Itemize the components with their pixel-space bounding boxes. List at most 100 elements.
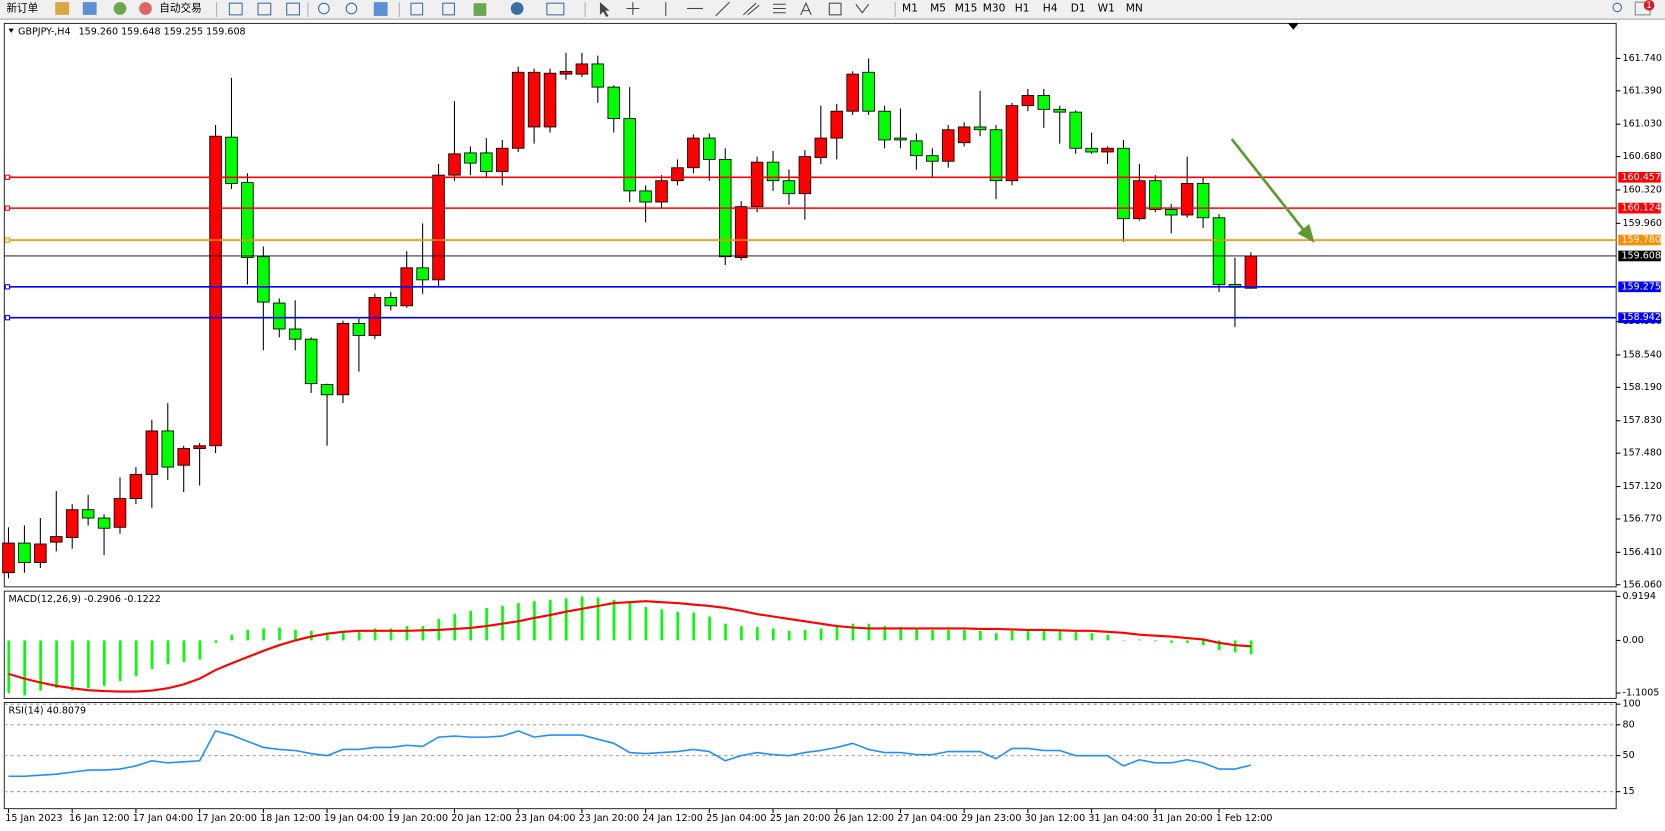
histogram-bar bbox=[1233, 640, 1237, 653]
histogram-bar bbox=[692, 612, 695, 641]
histogram-bar bbox=[708, 616, 711, 641]
histogram-bar bbox=[1106, 634, 1110, 641]
histogram-bar bbox=[1074, 631, 1078, 641]
histogram-bar bbox=[198, 640, 202, 660]
y-tick-label: 15 bbox=[1623, 786, 1635, 797]
histogram-bar bbox=[1138, 639, 1141, 641]
level-handle bbox=[4, 315, 11, 321]
candle-body bbox=[1053, 108, 1067, 113]
auto-trading-button[interactable]: 自动交易 bbox=[159, 1, 201, 14]
icon[interactable] bbox=[286, 2, 300, 16]
arrows-tool[interactable] bbox=[855, 3, 870, 14]
x-tick-label: 24 Jan 12:00 bbox=[642, 813, 702, 824]
histogram-bar bbox=[294, 629, 297, 641]
timeframe-button[interactable]: H1 bbox=[1015, 1, 1030, 14]
y-tick-label: 158.540 bbox=[1623, 349, 1662, 360]
histogram-bar bbox=[548, 599, 552, 641]
timeframe-button[interactable]: M5 bbox=[930, 1, 946, 14]
candle-body bbox=[34, 543, 47, 563]
candle-body bbox=[448, 153, 461, 176]
level-handle bbox=[4, 237, 11, 243]
histogram-bar bbox=[103, 640, 106, 686]
candle-body bbox=[1021, 95, 1035, 107]
candle-body bbox=[1164, 209, 1178, 216]
histogram-bar bbox=[373, 628, 377, 641]
candle-body bbox=[750, 161, 764, 208]
cursor-tool[interactable] bbox=[599, 2, 610, 17]
candle-body bbox=[511, 71, 525, 149]
x-tick-label: 31 Jan 20:00 bbox=[1152, 813, 1212, 824]
x-tick-label: 31 Jan 04:00 bbox=[1088, 813, 1148, 824]
y-tick-label: 159.960 bbox=[1623, 218, 1662, 229]
histogram-bar bbox=[612, 599, 616, 641]
level-tag bbox=[1618, 234, 1661, 246]
level-handle bbox=[4, 284, 11, 290]
label-tool[interactable] bbox=[828, 2, 842, 16]
timeframe-button[interactable]: MN bbox=[1126, 1, 1143, 14]
level-tag bbox=[1618, 312, 1661, 323]
icon[interactable] bbox=[373, 2, 388, 16]
candle-body bbox=[846, 73, 859, 112]
y-tick-label: 100 bbox=[1623, 699, 1641, 710]
candle-body bbox=[973, 126, 987, 131]
candle-body bbox=[687, 137, 700, 169]
timeframe-button[interactable]: M30 bbox=[983, 1, 1006, 14]
histogram-bar bbox=[421, 626, 425, 641]
x-tick-label: 26 Jan 12:00 bbox=[834, 813, 894, 824]
candle-body bbox=[304, 338, 318, 385]
candle-body bbox=[129, 474, 143, 500]
level-tag bbox=[1618, 281, 1661, 293]
icon[interactable] bbox=[473, 3, 487, 16]
icon[interactable] bbox=[257, 2, 272, 16]
timeframe-button[interactable]: M15 bbox=[955, 1, 978, 14]
channel-tool[interactable] bbox=[742, 2, 760, 16]
x-tick-label: 27 Jan 04:00 bbox=[897, 813, 957, 824]
timeframe-button[interactable]: M1 bbox=[902, 1, 918, 14]
icon[interactable] bbox=[510, 2, 524, 15]
histogram-bar bbox=[246, 629, 250, 641]
x-tick-label: 19 Jan 04:00 bbox=[324, 813, 384, 824]
fibo-tool[interactable] bbox=[773, 3, 786, 14]
x-tick-label: 25 Jan 20:00 bbox=[770, 813, 830, 824]
new-order-button[interactable]: 新订单 bbox=[6, 1, 38, 14]
toolbar: 新订单 自动交易 M1 M5 M15 M30 H1 H4 D1 W1 MN bbox=[0, 0, 1665, 20]
icon[interactable] bbox=[228, 2, 243, 16]
histogram-bar bbox=[1186, 640, 1189, 643]
histogram-bar bbox=[485, 607, 488, 641]
x-tick-label: 30 Jan 12:00 bbox=[1025, 813, 1085, 824]
icon[interactable] bbox=[546, 2, 565, 16]
icon[interactable] bbox=[55, 2, 70, 15]
trendline-tool[interactable] bbox=[715, 1, 730, 17]
icon[interactable] bbox=[442, 2, 456, 16]
text-tool[interactable] bbox=[800, 1, 812, 16]
histogram-bar bbox=[1058, 630, 1062, 641]
crosshair-tool[interactable] bbox=[626, 2, 640, 15]
x-tick-label: 17 Jan 04:00 bbox=[133, 813, 193, 824]
timeframe-button[interactable]: W1 bbox=[1098, 1, 1115, 14]
icon[interactable] bbox=[410, 2, 424, 16]
icon[interactable] bbox=[82, 2, 97, 15]
candle-body bbox=[432, 174, 445, 281]
histogram-bar bbox=[278, 627, 281, 641]
y-tick-label: 0.00 bbox=[1623, 635, 1644, 646]
plot: 161.740 161.390 161.030 160.680 160.320 159.9… bbox=[2, 52, 1662, 824]
candle-body bbox=[894, 137, 907, 141]
timeframe-button[interactable]: D1 bbox=[1071, 1, 1086, 14]
histogram-bar bbox=[71, 640, 74, 691]
auto-trading-icon[interactable] bbox=[139, 2, 152, 15]
level-label: 159.780 bbox=[1621, 235, 1660, 246]
y-tick-label: -1.1005 bbox=[1623, 688, 1660, 699]
histogram-bar bbox=[740, 626, 743, 641]
icon[interactable] bbox=[113, 2, 127, 15]
zoom-out[interactable] bbox=[345, 2, 358, 15]
histogram-bar bbox=[389, 628, 393, 641]
histogram-bar bbox=[1154, 640, 1157, 642]
timeframe-button[interactable]: H4 bbox=[1043, 1, 1058, 14]
candle-body bbox=[2, 542, 15, 574]
ohlc-readout: 159.260 159.648 159.255 159.608 bbox=[79, 26, 246, 37]
search[interactable] bbox=[1612, 2, 1622, 13]
zoom-in[interactable] bbox=[318, 2, 330, 15]
histogram-bar bbox=[994, 633, 998, 641]
histogram-bar bbox=[819, 628, 823, 641]
macd-pane bbox=[3, 590, 1617, 699]
